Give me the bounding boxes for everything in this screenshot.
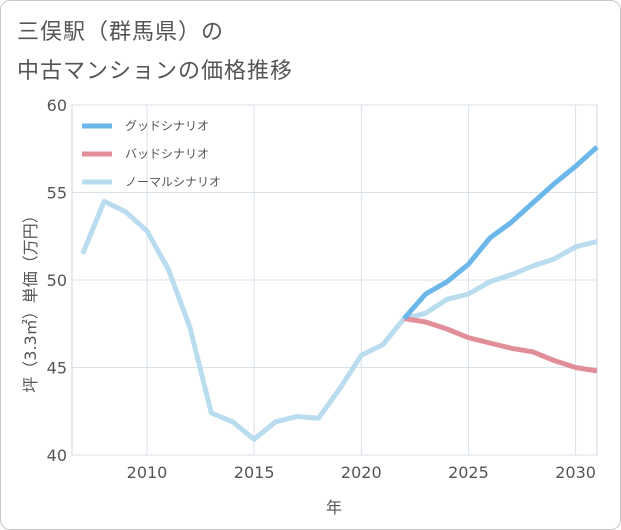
x-tick-2015: 2015	[234, 463, 275, 482]
series-line-3	[80, 198, 598, 442]
x-tick-2030: 2030	[555, 463, 596, 482]
y-tick-40: 40	[47, 446, 67, 465]
x-tick-2010: 2010	[127, 463, 168, 482]
y-tick-55: 55	[47, 184, 67, 203]
x-tick-2020: 2020	[341, 463, 382, 482]
chart-title-line-2: 中古マンションの価格推移	[17, 59, 294, 84]
x-axis-label: 年	[326, 498, 342, 517]
y-tick-labels: 40 45 50 55 60	[47, 96, 67, 465]
series-lines	[80, 145, 599, 442]
series-line-1	[402, 145, 599, 321]
legend-label-1: グッドシナリオ	[125, 119, 209, 133]
y-tick-45: 45	[47, 359, 67, 378]
chart-title-line-1: 三俣駅（群馬県）の	[17, 20, 225, 45]
series-line-2	[403, 316, 598, 374]
legend-label-3: ノーマルシナリオ	[125, 175, 221, 189]
x-tick-2025: 2025	[448, 463, 489, 482]
legend-label-2: バッドシナリオ	[125, 147, 209, 161]
x-tick-labels: 2010 2015 2020 2025 2030	[127, 463, 596, 482]
y-tick-50: 50	[47, 271, 67, 290]
y-tick-60: 60	[47, 96, 67, 115]
y-axis-label: 坪（3.3㎡）単価（万円）	[21, 207, 40, 392]
horizontal-grid	[72, 104, 597, 456]
